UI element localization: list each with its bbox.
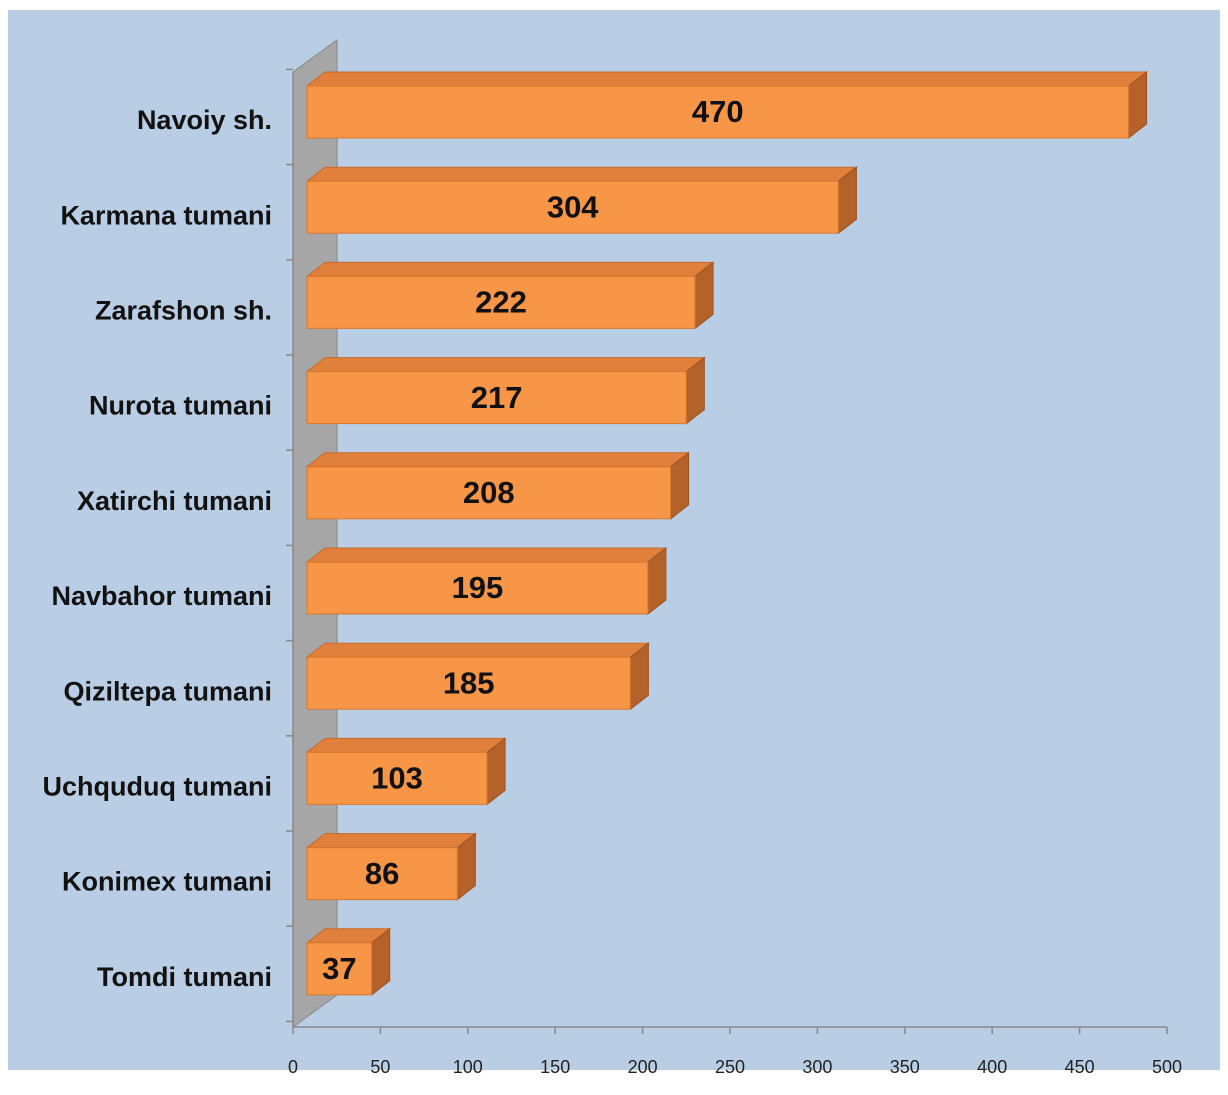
bar-front: [306, 751, 488, 805]
y-tick-label: Uchquduq tumani: [43, 772, 272, 802]
y-tick-label: Navbahor tumani: [51, 581, 272, 611]
bar: [305, 70, 1149, 140]
bar-top: [305, 261, 715, 277]
x-tick-label: 200: [628, 1057, 658, 1077]
bar-front: [306, 656, 631, 710]
x-tick-label: 450: [1065, 1057, 1095, 1077]
x-tick-label: 350: [890, 1057, 920, 1077]
bar-front: [306, 561, 649, 615]
bar-front: [306, 85, 1130, 139]
value-label: 470: [692, 94, 744, 129]
bar: [305, 166, 858, 235]
value-label: 195: [452, 570, 504, 605]
bar-top: [305, 642, 650, 658]
bar: [305, 356, 706, 425]
value-label: 103: [371, 761, 423, 796]
value-label: 222: [475, 285, 527, 320]
bar-top: [305, 166, 858, 182]
bar: [305, 451, 691, 520]
value-label: 208: [463, 475, 515, 510]
y-tick-label: Xatirchi tumani: [77, 486, 272, 516]
bar-front: [306, 180, 839, 234]
bar-top: [305, 452, 691, 468]
bar-top: [305, 833, 477, 849]
y-tick-label: Konimex tumani: [62, 867, 272, 897]
y-tick-label: Qiziltepa tumani: [63, 676, 272, 706]
bar-front: [306, 942, 373, 996]
y-tick-label: Navoiy sh.: [137, 105, 272, 135]
x-tick-label: 100: [453, 1057, 483, 1077]
y-tick-label: Nurota tumani: [89, 391, 272, 421]
bar: [305, 546, 668, 616]
bar: [305, 927, 392, 996]
x-tick-label: 0: [288, 1057, 298, 1077]
y-tick-label: Tomdi tumani: [97, 962, 272, 992]
x-tick-label: 250: [715, 1057, 745, 1077]
bar: [305, 642, 650, 711]
bar: [305, 832, 477, 901]
bar-top: [305, 547, 668, 563]
x-tick-label: 150: [540, 1057, 570, 1077]
bar-front: [306, 371, 687, 425]
bar-front: [306, 847, 458, 901]
value-label: 304: [547, 189, 599, 224]
value-label: 86: [365, 856, 399, 891]
y-tick-label: Karmana tumani: [60, 200, 272, 230]
x-tick-label: 400: [977, 1057, 1007, 1077]
bar: [305, 737, 507, 806]
bar: [305, 261, 715, 330]
bar-front: [306, 466, 672, 520]
bar-top: [305, 737, 507, 753]
y-tick-label: Zarafshon sh.: [95, 296, 272, 326]
bar-top: [305, 71, 1149, 87]
bar-top: [305, 357, 706, 373]
x-tick-label: 300: [802, 1057, 832, 1077]
bar-front: [306, 275, 696, 329]
value-label: 185: [443, 665, 495, 700]
x-tick-label: 50: [370, 1057, 390, 1077]
value-label: 37: [322, 951, 356, 986]
x-tick-label: 500: [1152, 1057, 1182, 1077]
value-label: 217: [471, 380, 523, 415]
